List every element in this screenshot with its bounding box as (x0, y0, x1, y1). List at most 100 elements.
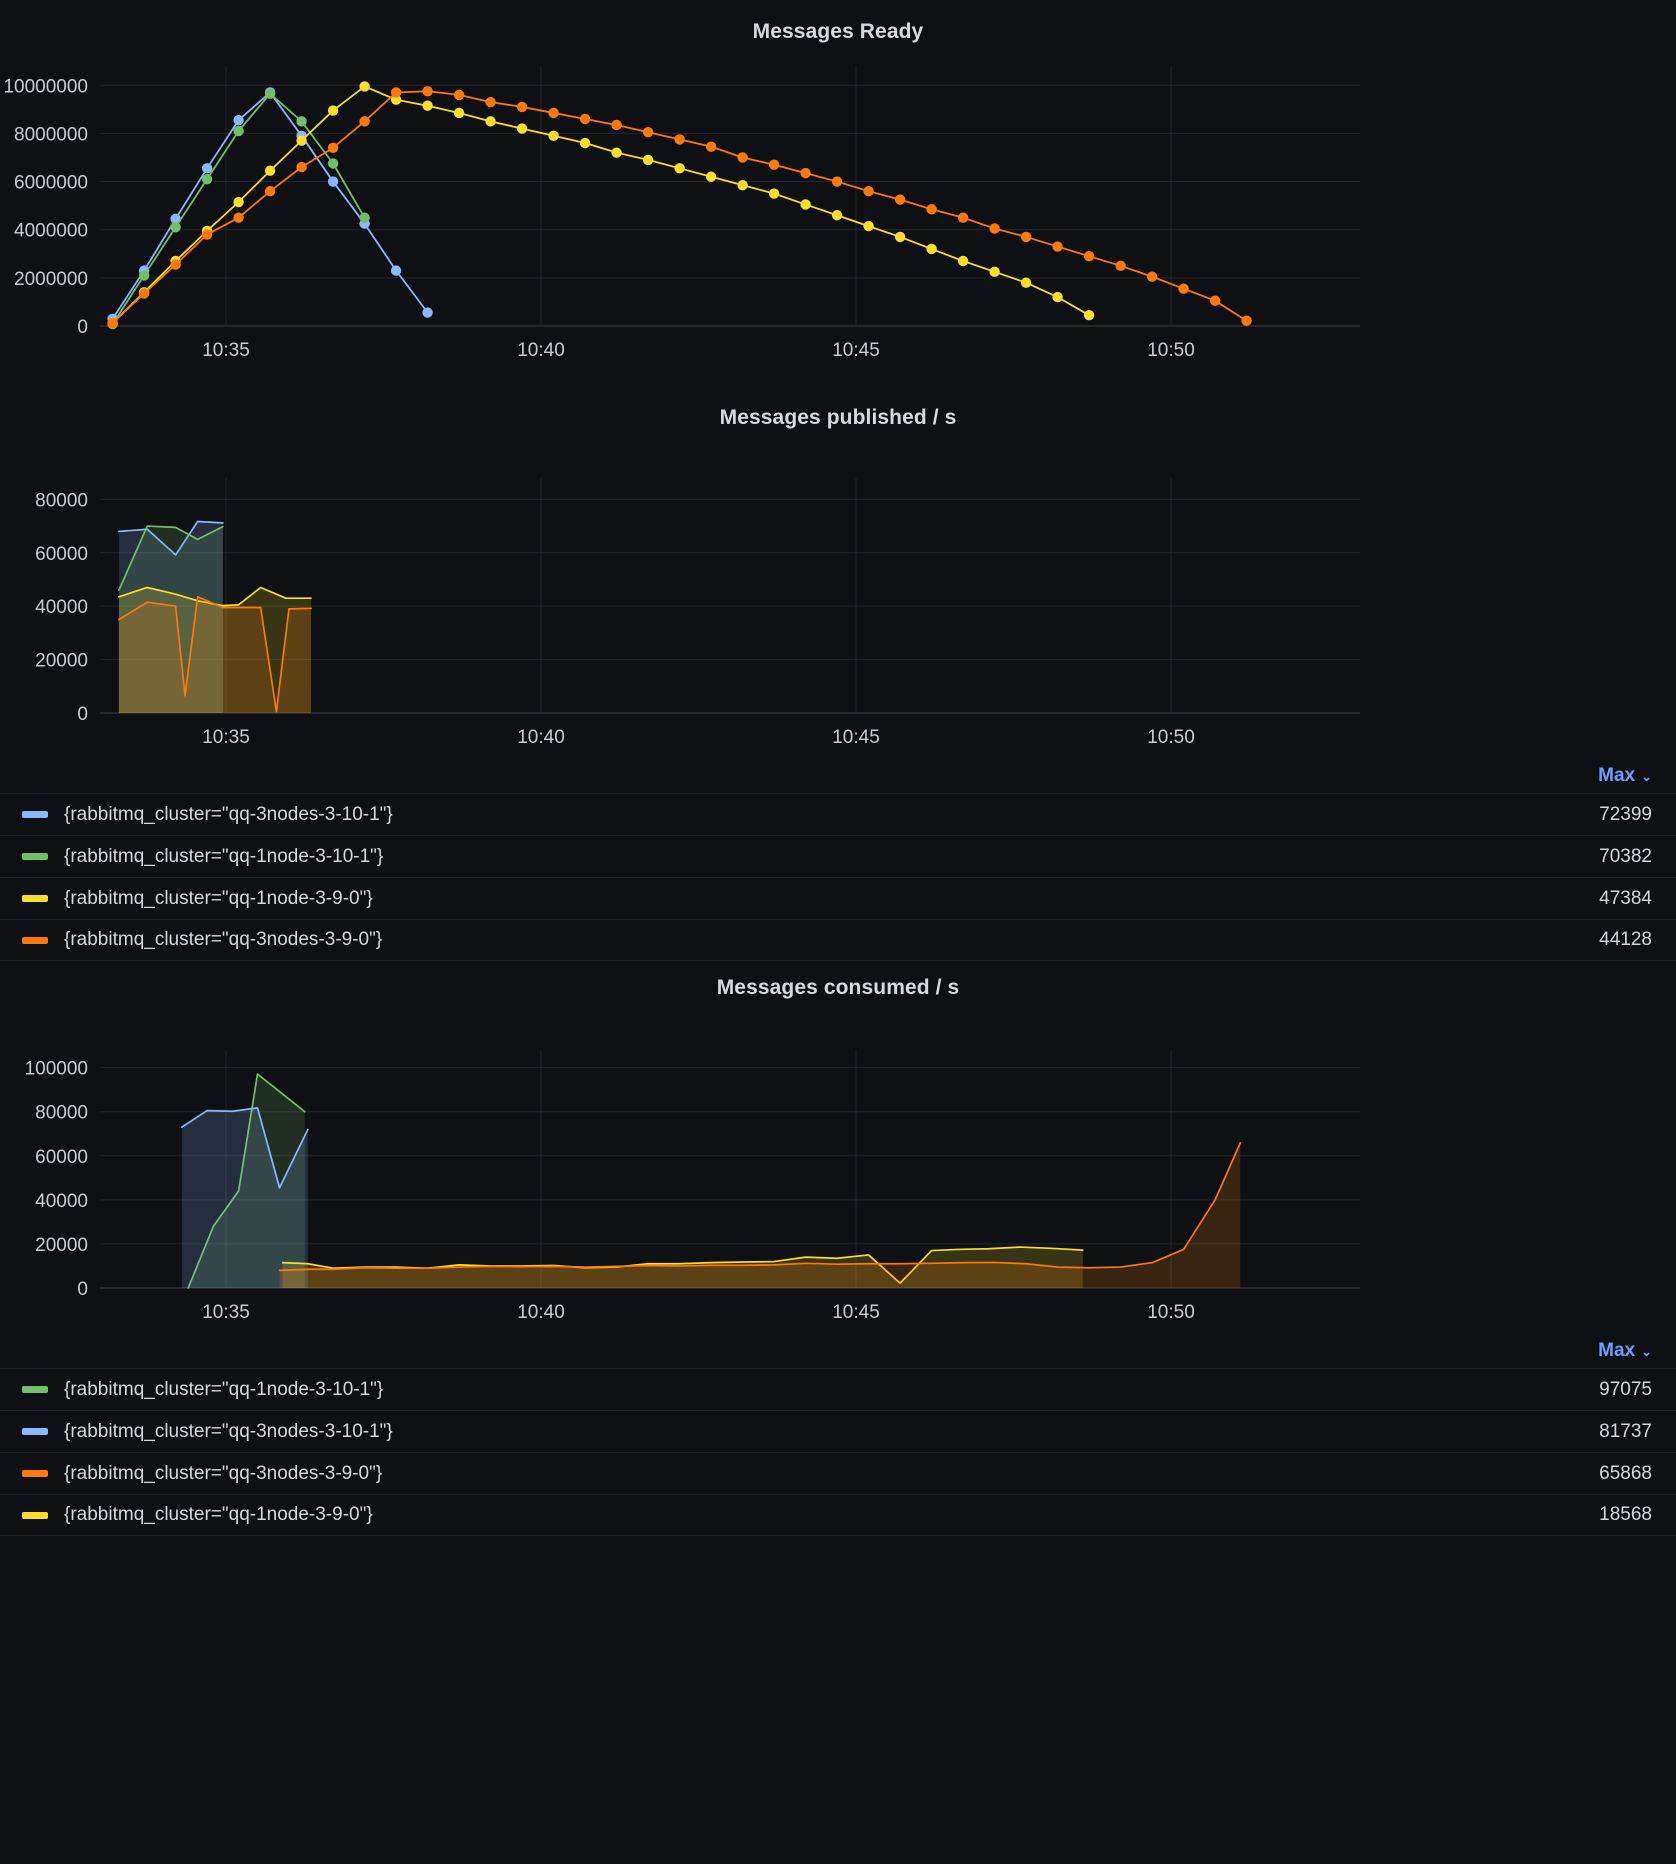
series-point-marker[interactable] (359, 212, 370, 223)
series-point-marker[interactable] (138, 270, 150, 281)
series-point-marker[interactable] (1083, 250, 1095, 262)
series-point-marker[interactable] (926, 243, 937, 255)
series-point-marker[interactable] (296, 161, 307, 173)
chart-canvas-messages-ready[interactable]: 0 2000000 4000000 6000000 8000000 10000000 10:… (0, 44, 1676, 374)
series-point-marker[interactable] (1178, 283, 1189, 294)
series-point-marker[interactable] (170, 213, 181, 225)
series-point-marker[interactable] (233, 196, 244, 208)
series-point-marker[interactable] (831, 176, 843, 187)
series-point-marker[interactable] (548, 130, 559, 142)
series-point-marker[interactable] (359, 116, 370, 127)
plot-messages-ready[interactable]: 0 2000000 4000000 6000000 8000000 10000000 10:… (0, 44, 1676, 374)
series-point-marker[interactable] (201, 163, 213, 174)
series-point-marker[interactable] (579, 137, 591, 149)
legend-row[interactable]: {rabbitmq_cluster="qq-3nodes-3-9-0"} 4412… (0, 919, 1676, 961)
series-point-marker[interactable] (1115, 260, 1126, 272)
series-line[interactable] (187, 1073, 306, 1289)
series-point-marker[interactable] (453, 89, 465, 101)
series-point-marker[interactable] (548, 107, 559, 119)
series-point-marker[interactable] (138, 288, 150, 299)
series-point-marker[interactable] (170, 222, 181, 233)
legend-row[interactable]: {rabbitmq_cluster="qq-3nodes-3-10-1"} 723… (0, 793, 1676, 835)
series-point-marker[interactable] (233, 212, 244, 223)
series-point-marker[interactable] (327, 158, 339, 169)
series-point-marker[interactable] (201, 229, 213, 240)
series-point-marker[interactable] (390, 265, 402, 276)
series-point-marker[interactable] (800, 167, 811, 179)
series-point-marker[interactable] (894, 231, 906, 243)
series-line[interactable] (118, 595, 312, 713)
series-point-marker[interactable] (1052, 291, 1063, 303)
series-point-marker[interactable] (642, 127, 654, 138)
series-line[interactable] (118, 525, 224, 592)
legend-sort-max-published[interactable]: Max ⌄ (1598, 765, 1652, 787)
series-point-marker[interactable] (390, 87, 402, 98)
series-line[interactable] (118, 520, 224, 556)
series-line[interactable] (181, 1107, 309, 1189)
series-point-marker[interactable] (768, 188, 780, 199)
series-point-marker[interactable] (390, 94, 402, 105)
legend-sort-max-consumed[interactable]: Max ⌄ (1598, 1340, 1652, 1362)
series-point-marker[interactable] (705, 141, 717, 152)
series-point-marker[interactable] (1020, 231, 1032, 243)
series-point-marker[interactable] (485, 96, 496, 108)
series-line[interactable] (111, 90, 1248, 325)
series-point-marker[interactable] (327, 142, 339, 154)
plot-messages-published[interactable]: 0 20000 40000 60000 80000 10:35 10:40 10:45 10:5… (0, 430, 1676, 765)
series-point-marker[interactable] (957, 212, 969, 223)
chart-canvas-messages-consumed[interactable]: 0 20000 40000 60000 80000 100000 10:35 10:40 10:… (0, 1000, 1676, 1340)
series-point-marker[interactable] (800, 199, 811, 210)
series-point-marker[interactable] (1052, 241, 1063, 252)
series-point-marker[interactable] (611, 119, 622, 131)
series-point-marker[interactable] (359, 81, 370, 92)
series-line[interactable] (111, 91, 429, 320)
series-point-marker[interactable] (579, 113, 591, 125)
series-point-marker[interactable] (422, 307, 433, 318)
series-point-marker[interactable] (516, 101, 528, 113)
series-point-marker[interactable] (1083, 309, 1095, 321)
series-line[interactable] (118, 586, 312, 607)
legend-row[interactable]: {rabbitmq_cluster="qq-1node-3-9-0"} 47384 (0, 877, 1676, 919)
series-point-marker[interactable] (107, 317, 118, 329)
series-point-marker[interactable] (926, 204, 937, 215)
series-point-marker[interactable] (453, 107, 465, 119)
series-line[interactable] (278, 1142, 1242, 1272)
series-point-marker[interactable] (894, 194, 906, 205)
series-point-marker[interactable] (327, 105, 339, 116)
series-point-marker[interactable] (611, 147, 622, 158)
plot-messages-consumed[interactable]: 0 20000 40000 60000 80000 100000 10:35 10:40 10:… (0, 1000, 1676, 1340)
series-point-marker[interactable] (737, 179, 748, 191)
series-point-marker[interactable] (264, 88, 276, 99)
series-point-marker[interactable] (989, 223, 1000, 234)
legend-row[interactable]: {rabbitmq_cluster="qq-3nodes-3-10-1"} 817… (0, 1410, 1676, 1452)
series-line[interactable] (111, 85, 1090, 325)
series-point-marker[interactable] (768, 159, 780, 170)
series-point-marker[interactable] (296, 135, 307, 146)
series-point-marker[interactable] (831, 210, 843, 221)
series-point-marker[interactable] (264, 185, 276, 197)
series-point-marker[interactable] (863, 185, 874, 197)
series-point-marker[interactable] (170, 259, 181, 270)
legend-row[interactable]: {rabbitmq_cluster="qq-1node-3-10-1"} 9707… (0, 1368, 1676, 1410)
series-point-marker[interactable] (737, 152, 748, 163)
series-point-marker[interactable] (516, 123, 528, 134)
series-point-marker[interactable] (233, 125, 244, 137)
legend-row[interactable]: {rabbitmq_cluster="qq-3nodes-3-9-0"} 6586… (0, 1452, 1676, 1494)
series-point-marker[interactable] (674, 163, 685, 174)
series-point-marker[interactable] (989, 266, 1000, 278)
series-point-marker[interactable] (422, 86, 433, 97)
series-point-marker[interactable] (485, 116, 496, 127)
series-point-marker[interactable] (1241, 315, 1252, 326)
series-point-marker[interactable] (642, 154, 654, 166)
series-point-marker[interactable] (863, 220, 874, 232)
series-point-marker[interactable] (327, 176, 339, 187)
legend-row[interactable]: {rabbitmq_cluster="qq-1node-3-10-1"} 7038… (0, 835, 1676, 877)
series-point-marker[interactable] (264, 165, 276, 176)
series-point-marker[interactable] (1209, 295, 1221, 306)
series-point-marker[interactable] (705, 171, 717, 182)
series-point-marker[interactable] (674, 134, 685, 145)
legend-row[interactable]: {rabbitmq_cluster="qq-1node-3-9-0"} 18568 (0, 1494, 1676, 1536)
chart-canvas-messages-published[interactable]: 0 20000 40000 60000 80000 10:35 10:40 10:45 10:5… (0, 430, 1676, 765)
series-point-marker[interactable] (1020, 277, 1032, 288)
series-point-marker[interactable] (201, 173, 213, 185)
